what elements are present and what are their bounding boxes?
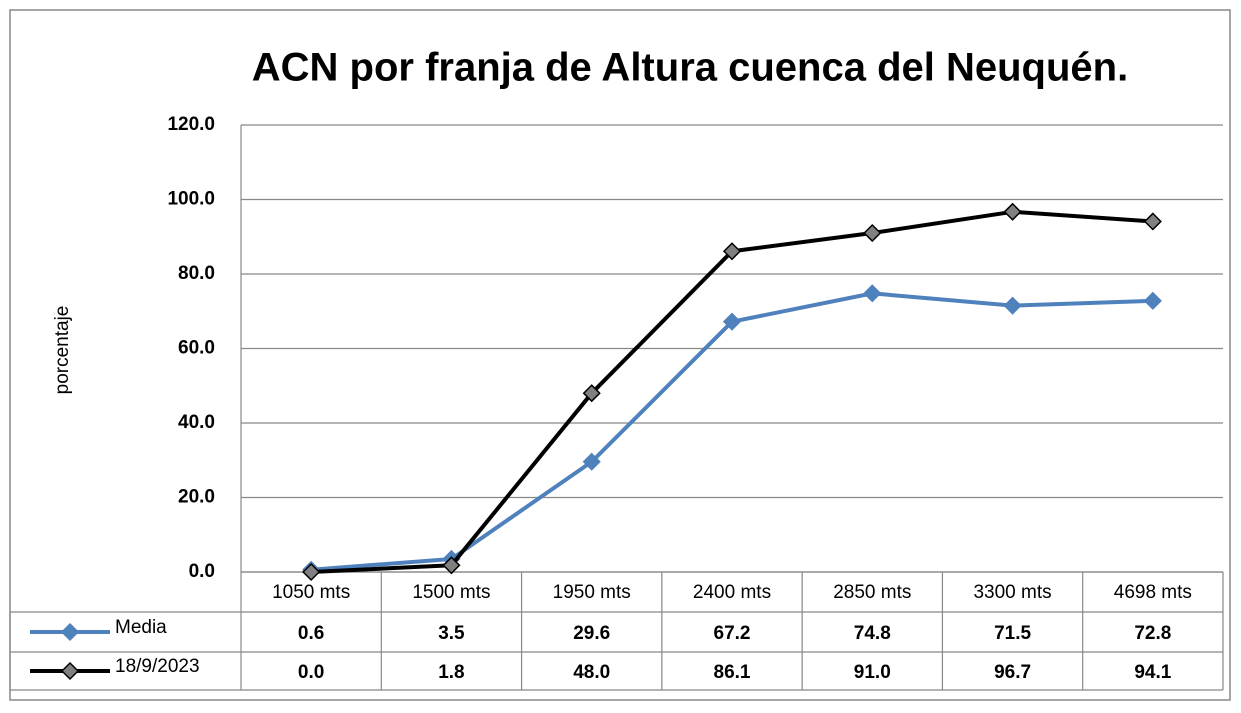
table-value: 48.0 <box>573 662 610 683</box>
y-tick-label: 100.0 <box>167 189 215 210</box>
legend-marker <box>60 661 80 681</box>
table-value: 96.7 <box>994 662 1031 683</box>
marker <box>442 556 461 575</box>
marker <box>1143 212 1162 231</box>
table-value: 71.5 <box>994 623 1031 644</box>
marker <box>302 562 321 582</box>
marker <box>582 452 601 471</box>
table-value: 0.6 <box>298 623 324 644</box>
table-value: 29.6 <box>573 623 610 644</box>
x-tick-label: 1950 mts <box>553 582 631 603</box>
x-tick-label: 2400 mts <box>693 582 771 603</box>
table-value: 3.5 <box>438 623 465 644</box>
legend-label: 18/9/2023 <box>115 656 200 677</box>
x-tick-label: 2850 mts <box>833 582 911 603</box>
marker <box>863 284 882 303</box>
marker <box>582 384 601 403</box>
chart-title: ACN por franja de Altura cuenca del Neuq… <box>252 46 1128 90</box>
x-tick-label: 1050 mts <box>272 582 350 603</box>
x-tick-label: 4698 mts <box>1114 582 1192 603</box>
table-value: 94.1 <box>1134 662 1171 683</box>
marker <box>1003 202 1022 221</box>
y-tick-label: 120.0 <box>167 114 215 135</box>
y-axis-label: porcentaje <box>52 306 73 395</box>
table-value: 86.1 <box>714 662 751 683</box>
y-tick-label: 20.0 <box>178 487 215 508</box>
marker <box>722 312 742 331</box>
table-value: 1.8 <box>438 662 464 683</box>
y-tick-label: 60.0 <box>178 338 215 359</box>
y-tick-label: 80.0 <box>178 263 215 284</box>
table-value: 72.8 <box>1134 623 1171 644</box>
y-tick-label: 0.0 <box>189 561 215 582</box>
y-tick-label: 40.0 <box>178 412 215 433</box>
marker <box>863 223 882 243</box>
table-value: 74.8 <box>854 623 891 644</box>
marker <box>1003 296 1022 315</box>
legend-label: Media <box>115 617 167 638</box>
x-tick-label: 1500 mts <box>412 582 490 603</box>
table-value: 91.0 <box>854 662 891 683</box>
table-value: 67.2 <box>714 623 751 644</box>
marker <box>1143 291 1162 310</box>
x-tick-label: 3300 mts <box>973 582 1051 603</box>
table-value: 0.0 <box>298 662 324 683</box>
legend-marker <box>60 622 80 642</box>
marker <box>722 242 742 261</box>
